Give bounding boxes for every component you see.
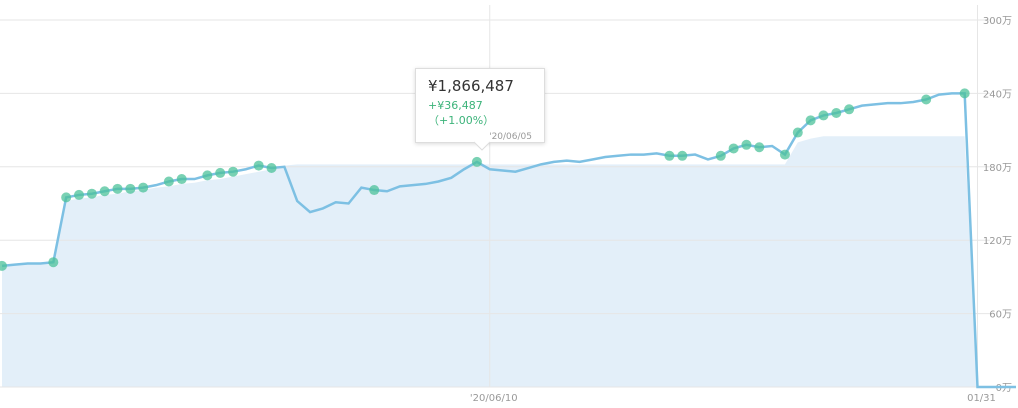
- marker: [48, 257, 59, 268]
- marker: [163, 176, 174, 187]
- y-tick-label: 60万: [989, 310, 1012, 321]
- marker: [0, 260, 7, 271]
- marker: [779, 149, 790, 160]
- area: [2, 136, 1016, 387]
- marker: [253, 160, 264, 171]
- marker: [471, 156, 482, 167]
- marker: [805, 115, 816, 126]
- marker: [202, 170, 213, 181]
- marker: [677, 150, 688, 161]
- marker: [844, 104, 855, 115]
- marker: [138, 182, 149, 193]
- y-tick-label: 240万: [983, 89, 1012, 100]
- marker: [959, 88, 970, 99]
- marker: [228, 166, 239, 177]
- marker: [728, 143, 739, 154]
- x-tick-label: '20/06/10: [470, 393, 518, 404]
- tooltip: ¥1,866,487 +¥36,487（+1.00%） '20/06/05: [415, 68, 545, 143]
- marker: [176, 174, 187, 185]
- tooltip-change: +¥36,487（+1.00%）: [428, 99, 495, 127]
- marker: [369, 185, 380, 196]
- marker: [86, 188, 97, 199]
- marker: [741, 139, 752, 150]
- marker: [266, 163, 277, 174]
- marker: [921, 94, 932, 105]
- marker: [61, 192, 72, 203]
- marker: [74, 189, 85, 200]
- marker: [715, 150, 726, 161]
- tooltip-date: '20/06/05: [489, 132, 532, 142]
- marker: [754, 142, 765, 153]
- marker: [664, 150, 675, 161]
- x-tick-label: 01/31: [967, 393, 996, 404]
- marker: [831, 107, 842, 118]
- marker: [112, 183, 123, 194]
- tooltip-pointer: [474, 141, 490, 151]
- y-tick-label: 120万: [983, 236, 1012, 247]
- marker: [99, 186, 110, 197]
- marker: [215, 167, 226, 178]
- marker: [792, 127, 803, 138]
- marker: [125, 183, 136, 194]
- y-tick-label: 0万: [996, 383, 1012, 394]
- tooltip-value: ¥1,866,487: [428, 77, 514, 95]
- y-tick-label: 300万: [983, 16, 1012, 27]
- marker: [818, 110, 829, 121]
- y-tick-label: 180万: [983, 163, 1012, 174]
